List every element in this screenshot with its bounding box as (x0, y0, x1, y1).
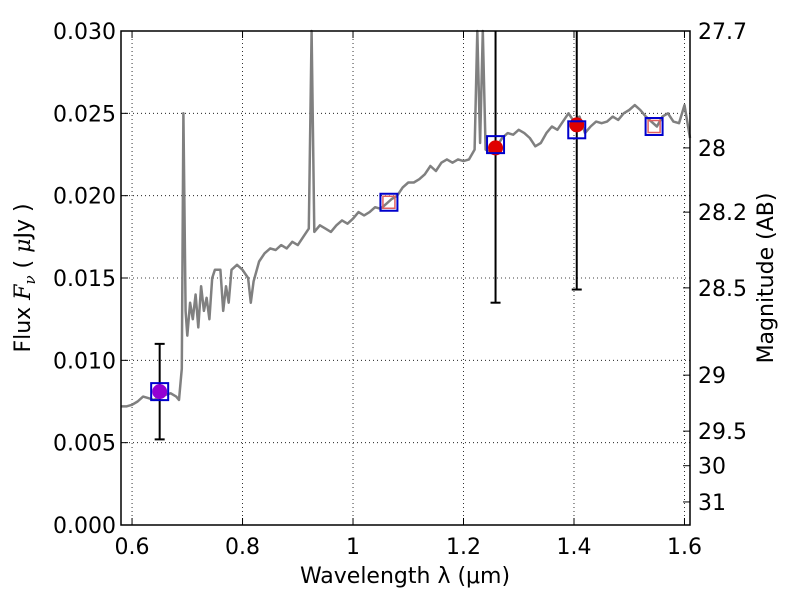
right-axis-label: Magnitude (AB) (754, 193, 779, 364)
y-axis-label: Flux Fν ( μJy ) (11, 203, 39, 352)
mag-tick-label: 29 (698, 364, 726, 389)
observed-point (152, 384, 168, 400)
mag-tick-label: 28.5 (698, 277, 747, 302)
points-layer (150, 31, 664, 441)
x-tick-label: 0.8 (225, 535, 260, 560)
mag-tick-label: 28.2 (698, 201, 747, 226)
x-tick-label: 1.6 (667, 535, 702, 560)
inner-marker (382, 195, 396, 210)
y-tick-label: 0.000 (53, 514, 116, 539)
mag-tick-label: 30 (698, 455, 726, 480)
x-tick-label: 0.6 (115, 535, 150, 560)
model-point (486, 135, 506, 155)
ticks-layer: 0.6 0.8 1 1.2 1.4 1.6 0.000 0.005 0.010 0.015 0.02… (53, 20, 747, 560)
x-axis-label: Wavelength λ (μm) (300, 564, 510, 589)
observed-point (569, 117, 585, 133)
model-point (567, 120, 587, 140)
observed-point (488, 140, 504, 156)
mag-tick-label: 27.7 (698, 20, 747, 45)
inner-marker (647, 119, 661, 134)
y-tick-label: 0.015 (53, 267, 116, 292)
y-tick-label: 0.005 (53, 432, 116, 457)
x-tick-label: 1.4 (556, 535, 591, 560)
mag-tick-label: 29.5 (698, 420, 747, 445)
y-tick-label: 0.025 (53, 102, 116, 127)
model-point (379, 192, 399, 212)
x-tick-label: 1 (346, 535, 360, 560)
model-point (150, 382, 170, 402)
y-tick-label: 0.020 (53, 185, 116, 210)
y-tick-label: 0.010 (53, 349, 116, 374)
x-tick-label: 1.2 (446, 535, 481, 560)
mag-tick-label: 31 (698, 491, 726, 516)
model-point (644, 117, 664, 137)
y-tick-label: 0.030 (53, 20, 116, 45)
mag-tick-label: 28 (698, 137, 726, 162)
